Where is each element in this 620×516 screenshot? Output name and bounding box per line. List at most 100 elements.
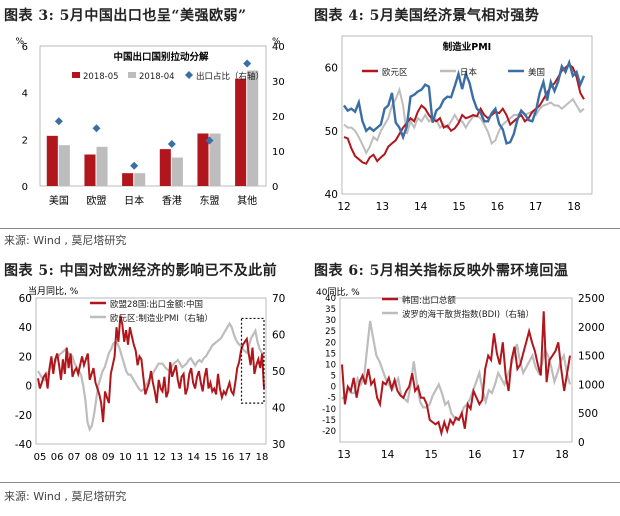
y2-tick-label: 10 [272,147,285,158]
plot-frame [39,45,267,187]
x-tick-label: 16 [468,449,482,461]
x-tick-label: 07 [68,452,81,463]
x-tick-label: 16 [491,201,505,213]
y-tick-label: 50 [325,126,338,138]
y2-tick-label: 0 [578,437,585,449]
chart5-line-chart: -40 -20 0 20 40 60 30 40 50 60 70 当月同比, % 05 06 07 08 09… [15,285,286,463]
legend-share-swatch [185,71,193,79]
y2-tick-label: 2500 [578,293,605,305]
y-tick-label: 25 [325,327,336,337]
x-tick-label: 13 [337,449,350,461]
legend-japan-label: 日本 [460,67,478,78]
divider-top [0,228,620,229]
bar-1-1 [96,146,108,186]
y2-tick-label: 1500 [578,351,605,363]
legend-2018-05-label: 2018-05 [83,72,119,82]
series-line-exports [37,315,265,423]
y2-tick-label: 70 [272,293,285,305]
y-tick-label: 40 [19,322,32,334]
share-point-4 [205,136,214,145]
legend-2018-04-swatch [128,72,136,78]
x-tick-label: 09 [102,452,115,463]
legend-euro-pmi-label: 欧元区:制造业PMI（右轴） [110,313,213,324]
x-tick-label: 日本 [124,194,144,207]
y-tick-label: -10 [322,405,336,415]
chart6-figure-title: 图表 6: 5月相关指标反映外需环境回温 [314,263,569,279]
y-tick-label: 4 [22,89,28,100]
bar-0-0 [46,135,58,186]
x-tick-label: 东盟 [200,194,220,207]
y2-tick-label: 1000 [578,379,605,391]
y-tick-label: 2 [22,135,28,146]
y-unit-label: 当月同比, % [28,285,79,297]
x-tick-label: 05 [34,452,47,463]
chart-subtitle: 制造业PMI [443,41,491,53]
bar-0-3 [159,149,171,186]
x-tick-label: 06 [51,452,64,463]
y2-tick-label: 60 [272,330,285,342]
y2-tick-label: 2000 [578,322,605,334]
x-tick-label: 14 [381,449,395,461]
y-unit-label: 40同比, % [316,286,360,298]
y-tick-label: -20 [322,427,336,437]
bar-0-1 [84,154,96,186]
legend-eu-exports-label: 欧盟28国:出口金额:中国 [110,299,203,310]
y-tick-label: 35 [325,305,336,315]
bar-1-3 [171,157,183,186]
x-tick-label: 14 [414,201,428,213]
chart4-line-chart: 40 50 60 12 13 14 15 16 17 18 制造业PMI 欧元区 日本 美国 [325,35,593,213]
bar-0-2 [122,173,134,186]
chart5-figure-title: 图表 5: 中国对欧洲经济的影响已不及此前 [4,263,278,279]
y-tick-label: 20 [19,351,32,363]
x-tick-label: 12 [153,452,166,463]
x-tick-label: 16 [221,452,234,463]
y-unit-label: % [15,37,24,47]
y-tick-label: 60 [19,293,32,305]
x-tick-label: 18 [567,201,580,213]
x-tick-label: 15 [425,449,438,461]
bar-1-2 [134,173,146,186]
x-tick-label: 12 [337,201,350,213]
y2-tick-label: 500 [578,408,598,420]
x-tick-label: 香港 [162,195,182,207]
y2-unit-label: % [272,37,281,47]
y-tick-label: 40 [325,189,338,201]
x-tick-label: 13 [170,452,183,463]
series-line-2 [343,58,586,145]
share-point-2 [130,161,139,170]
series-line-korea [341,311,571,438]
bar-0-5 [235,78,247,186]
highlight-box [240,317,265,404]
x-tick-label: 08 [85,452,98,463]
y-tick-label: -15 [322,416,336,426]
legend-2018-04-label: 2018-04 [139,72,175,82]
chart3-figure-title: 图表 3: 5月中国出口也呈“美强欧弱” [4,8,247,24]
y-tick-label: 40 [325,294,336,304]
y2-tick-label: 50 [272,366,285,378]
series-line-1 [343,86,585,156]
legend-korea-exports-label: 韩国:出口总额 [402,295,456,306]
x-tick-label: 18 [555,449,568,461]
divider-bottom [0,482,620,483]
legend-2018-05-swatch [72,72,80,78]
x-tick-label: 15 [204,452,217,463]
x-tick-label: 美国 [49,194,69,207]
share-point-0 [54,117,63,126]
legend-usa-label: 美国 [528,67,545,78]
y-tick-label: 30 [325,316,336,326]
y2-tick-label: 20 [272,112,285,123]
y-tick-label: 5 [331,372,336,382]
y-tick-label: 20 [325,338,336,348]
legend-bdi-label: 波罗的海干散货指数(BDI)（右轴） [402,309,534,320]
y-tick-label: 0 [25,381,32,393]
bar-1-5 [247,70,259,186]
legend-eurozone-label: 欧元区 [382,67,408,78]
x-tick-label: 17 [512,449,525,461]
x-tick-label: 13 [376,201,389,213]
y-tick-label: 60 [325,63,338,75]
y-tick-label: 10 [325,360,336,370]
y-tick-label: 0 [22,182,28,193]
x-tick-label: 17 [529,201,542,213]
chart6-line-chart: -20-15-10-505101520253035400500100015002… [316,286,605,461]
share-point-1 [92,124,101,133]
